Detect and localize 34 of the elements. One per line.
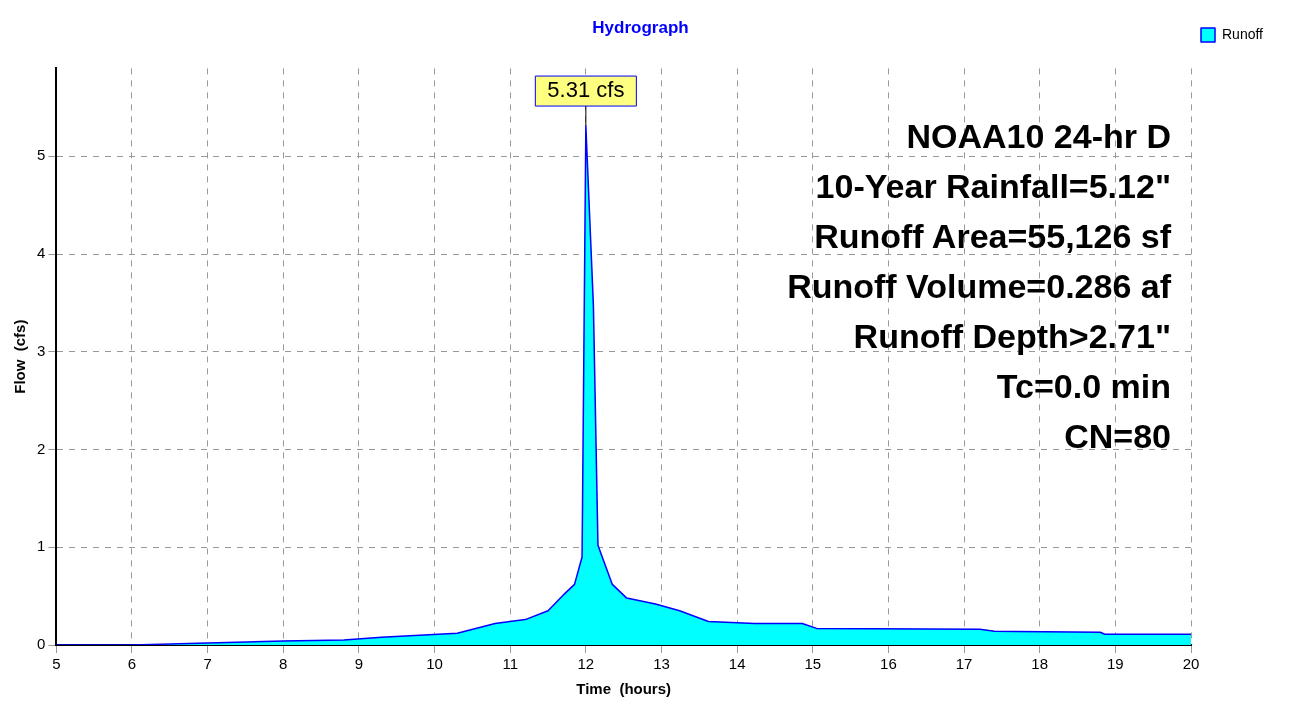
x-tick-label: 5: [52, 655, 61, 673]
x-tick-label: 6: [127, 655, 137, 673]
annotation: NOAA10 24-hr D: [906, 116, 1171, 155]
x-axis-title: Time (hours): [576, 680, 672, 698]
chart-title: Hydrograph: [592, 17, 689, 37]
x-tick-label: 13: [653, 655, 670, 673]
x-tick-label: 15: [804, 655, 822, 673]
x-tick-label: 14: [728, 655, 746, 673]
y-tick-label: 2: [37, 439, 46, 457]
annotation: Tc=0.0 min: [996, 366, 1171, 405]
x-tick-label: 19: [1107, 655, 1124, 673]
legend-label: Runoff: [1222, 25, 1264, 42]
annotation: 5.31 cfs: [547, 77, 625, 103]
y-tick-label: 1: [37, 537, 46, 555]
x-tick-label: 11: [502, 655, 518, 673]
y-tick-label: 5: [37, 146, 46, 164]
annotation: CN=80: [1064, 416, 1171, 455]
y-tick-label: 3: [37, 341, 46, 359]
annotation: Runoff Depth>2.71": [853, 316, 1171, 355]
x-tick-label: 17: [955, 655, 973, 673]
x-tick-label: 9: [354, 655, 364, 673]
annotation: 10-Year Rainfall=5.12": [815, 166, 1171, 205]
x-tick-label: 18: [1031, 655, 1049, 673]
annotation: Runoff Area=55,126 sf: [814, 216, 1172, 255]
x-tick-label: 7: [203, 655, 212, 673]
x-tick-label: 8: [279, 655, 288, 673]
annotation: Runoff Volume=0.286 af: [787, 266, 1172, 305]
y-tick-label: 0: [37, 635, 46, 653]
x-tick-label: 10: [426, 655, 443, 673]
y-axis-title: Flow (cfs): [11, 319, 29, 394]
x-tick-label: 16: [880, 655, 897, 673]
x-tick-label: 20: [1182, 655, 1200, 673]
x-tick-label: 12: [577, 655, 595, 673]
y-tick-label: 4: [37, 244, 46, 262]
